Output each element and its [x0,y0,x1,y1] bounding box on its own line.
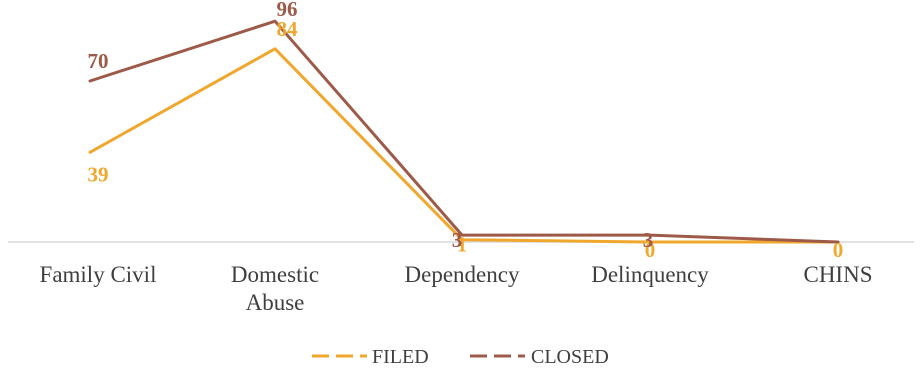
data-label-filed-family-civil: 39 [88,162,109,186]
series-layer [88,19,840,244]
legend-label-filed: FILED [372,346,429,368]
series-line-filed [88,47,840,244]
data-label-layer: 39 84 1 0 0 70 96 3 3 [88,0,844,262]
category-label-line: Dependency [405,262,520,287]
data-label-closed-delinquency: 3 [643,228,654,252]
category-label-family-civil: Family Civil [40,262,157,287]
series-line-closed [88,19,840,244]
data-label-filed-chins: 0 [833,238,844,262]
legend: FILED CLOSED [312,346,609,368]
legend-item-closed: CLOSED [470,346,609,368]
category-label-line: Abuse [246,290,305,315]
category-label-delinquency: Delinquency [591,262,709,287]
category-label-line: Family Civil [40,262,157,287]
legend-item-filed: FILED [312,346,429,368]
category-label-line: Delinquency [591,262,709,287]
legend-label-closed: CLOSED [531,346,609,368]
data-label-closed-family-civil: 70 [88,49,109,73]
category-label-layer: Family Civil Domestic Abuse Dependency Delin… [40,262,873,315]
category-label-chins: CHINS [803,262,872,287]
category-label-line: Domestic [231,262,319,287]
data-label-closed-domestic-abuse: 96 [277,0,298,21]
data-label-filed-dependency: 1 [457,233,468,257]
category-label-dependency: Dependency [405,262,520,287]
data-label-closed-dependency: 3 [452,228,463,252]
data-label-filed-delinquency: 0 [645,238,656,262]
data-label-filed-domestic-abuse: 84 [277,17,299,41]
category-label-line: CHINS [803,262,872,287]
category-label-domestic-abuse: Domestic Abuse [231,262,319,315]
